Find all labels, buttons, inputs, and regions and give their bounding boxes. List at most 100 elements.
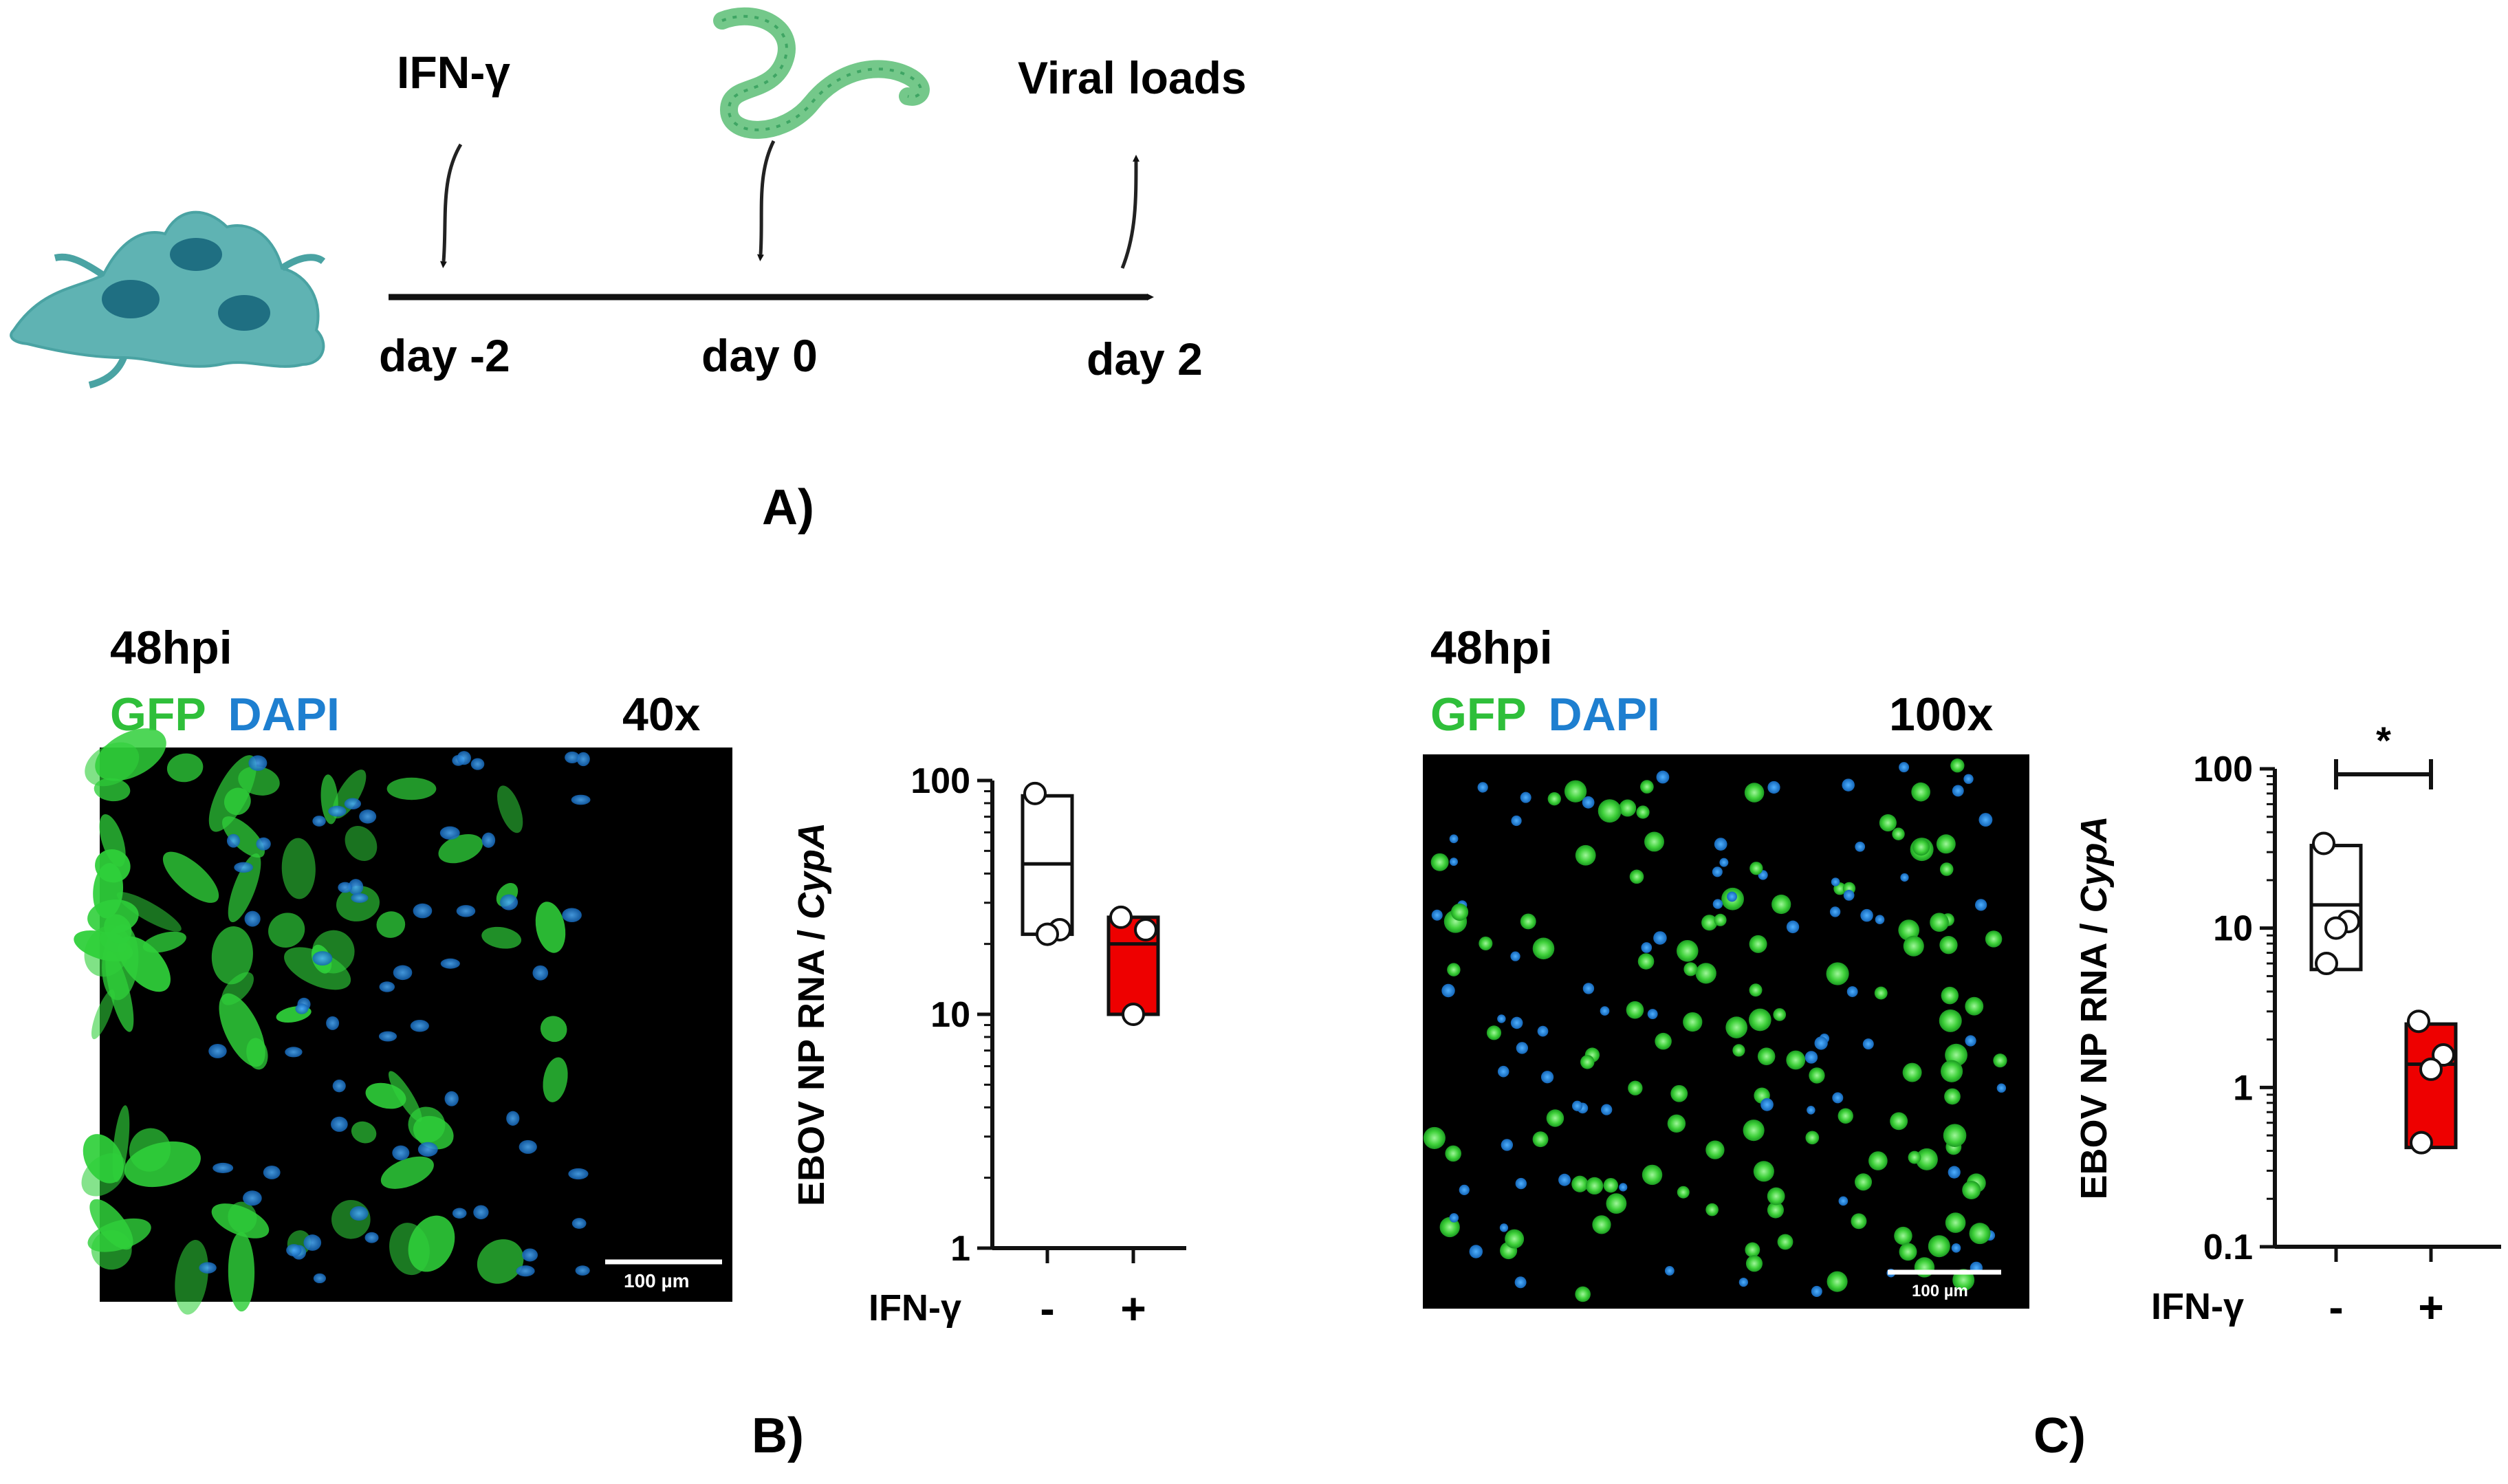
dapi-nucleus xyxy=(1804,1051,1818,1064)
dapi-nucleus xyxy=(1514,1276,1527,1289)
dapi-nucleus xyxy=(338,882,353,893)
gfp-cell xyxy=(166,753,204,783)
dapi-nucleus xyxy=(303,1234,322,1251)
gfp-cell xyxy=(222,816,265,858)
gfp-cell xyxy=(1928,1235,1950,1258)
dapi-nucleus xyxy=(348,879,364,895)
gfp-cell xyxy=(336,886,380,921)
gfp-cell xyxy=(81,1153,127,1197)
gfp-cell xyxy=(1644,831,1664,852)
dapi-nucleus xyxy=(1786,920,1800,934)
dapi-nucleus xyxy=(1656,770,1670,784)
gfp-cell xyxy=(1969,1223,1991,1245)
gfp-cell xyxy=(497,785,523,833)
gfp-cell xyxy=(1546,1109,1564,1127)
gfp-cell xyxy=(1879,814,1897,832)
dapi-nucleus xyxy=(393,965,413,981)
dapi-nucleus xyxy=(1978,813,1993,827)
gfp-cell xyxy=(1705,1203,1719,1216)
dapi-nucleus xyxy=(332,1079,346,1093)
y-axis-label-main: EBOV NP RNA / xyxy=(2073,913,2115,1199)
dapi-nucleus xyxy=(1497,1065,1509,1078)
dapi-nucleus xyxy=(312,816,326,827)
panel-c-scale-label: 100 µm xyxy=(1912,1282,1968,1300)
gfp-cell xyxy=(477,1239,524,1284)
gfp-cell xyxy=(1677,1186,1690,1199)
gfp-cell xyxy=(1547,792,1561,806)
gfp-cell xyxy=(1965,996,1984,1016)
dapi-nucleus xyxy=(1516,1042,1529,1054)
gfp-cell xyxy=(1749,983,1763,997)
gfp-cell xyxy=(1701,915,1718,931)
gfp-cell xyxy=(1745,1242,1760,1258)
gfp-cell xyxy=(94,778,131,802)
data-point xyxy=(2410,1131,2433,1155)
dapi-nucleus xyxy=(1760,1098,1774,1111)
gfp-cell xyxy=(1911,782,1930,802)
gfp-cell xyxy=(345,825,378,861)
dapi-nucleus xyxy=(1501,1139,1514,1151)
gfp-cell xyxy=(162,851,219,903)
gfp-cell xyxy=(104,914,132,944)
y-axis-label: EBOV NP RNA / CypA xyxy=(2073,816,2115,1199)
gfp-cell xyxy=(1585,1177,1604,1195)
gfp-cell xyxy=(142,931,186,953)
gfp-cell xyxy=(1943,1124,1967,1147)
dapi-nucleus xyxy=(1838,1196,1849,1206)
dapi-nucleus xyxy=(1846,986,1858,997)
gfp-cell xyxy=(1985,930,2003,948)
chart-panel-b: 1 10 100 EBOV NP RNA / CypA - + IFN-γ xyxy=(791,761,1186,1333)
chart-panel-c: 0.1 1 10 100 EBOV NP RNA / CypA - + IFN-γ * xyxy=(2073,719,2501,1332)
y-tick-label: 10 xyxy=(2213,909,2253,949)
gfp-cell xyxy=(540,1016,567,1043)
dapi-nucleus xyxy=(1712,866,1723,877)
dapi-nucleus xyxy=(313,1273,326,1284)
dapi-nucleus xyxy=(1862,1038,1874,1050)
dapi-nucleus xyxy=(1996,1083,2007,1093)
dapi-nucleus xyxy=(1497,1014,1506,1023)
gfp-cell xyxy=(438,833,483,864)
dapi-nucleus xyxy=(1738,1277,1748,1287)
dapi-nucleus xyxy=(263,1165,281,1179)
dapi-nucleus xyxy=(378,1031,397,1042)
dapi-nucleus xyxy=(1814,1036,1828,1050)
gfp-cell xyxy=(1486,1025,1502,1040)
gfp-cell xyxy=(1667,1114,1686,1133)
dapi-nucleus xyxy=(1727,891,1737,902)
gfp-cell xyxy=(1749,862,1763,875)
panel-b-letter: B) xyxy=(752,1408,804,1463)
dapi-nucleus xyxy=(1951,1243,1961,1253)
gfp-cell xyxy=(1520,913,1536,930)
gfp-cell xyxy=(1695,963,1716,984)
box xyxy=(2309,844,2363,972)
dapi-nucleus xyxy=(1540,1071,1554,1084)
data-point xyxy=(1036,922,1059,946)
dapi-nucleus xyxy=(1582,983,1595,994)
gfp-cell xyxy=(1705,1140,1725,1159)
significance-star: * xyxy=(2376,719,2391,762)
gfp-cell xyxy=(1642,1164,1663,1186)
day-end-label: day 2 xyxy=(1087,334,1203,384)
dapi-nucleus xyxy=(285,1047,303,1058)
gfp-cell xyxy=(1598,799,1622,823)
dapi-nucleus xyxy=(562,908,582,923)
gfp-cell xyxy=(1619,799,1637,817)
gfp-cell xyxy=(386,777,437,800)
gfp-cell xyxy=(87,1218,151,1252)
gfp-cell xyxy=(1743,1120,1765,1142)
gfp-cell xyxy=(1447,963,1461,976)
gfp-cell xyxy=(1868,1151,1888,1170)
dapi-nucleus xyxy=(1571,1100,1583,1111)
gfp-cell xyxy=(1899,1243,1917,1261)
gfp-cell xyxy=(1479,936,1493,950)
dapi-nucleus xyxy=(1974,899,1987,911)
data-point xyxy=(2407,1010,2430,1034)
dapi-nucleus xyxy=(440,958,460,969)
panel-b-scale-label: 100 µm xyxy=(624,1270,690,1291)
gfp-cell xyxy=(1636,805,1650,819)
dapi-nucleus xyxy=(1499,1223,1509,1232)
dapi-nucleus xyxy=(379,981,395,992)
arrow-down-icon xyxy=(757,140,776,261)
gfp-cell xyxy=(1809,1067,1825,1084)
gfp-cell xyxy=(543,1057,568,1102)
